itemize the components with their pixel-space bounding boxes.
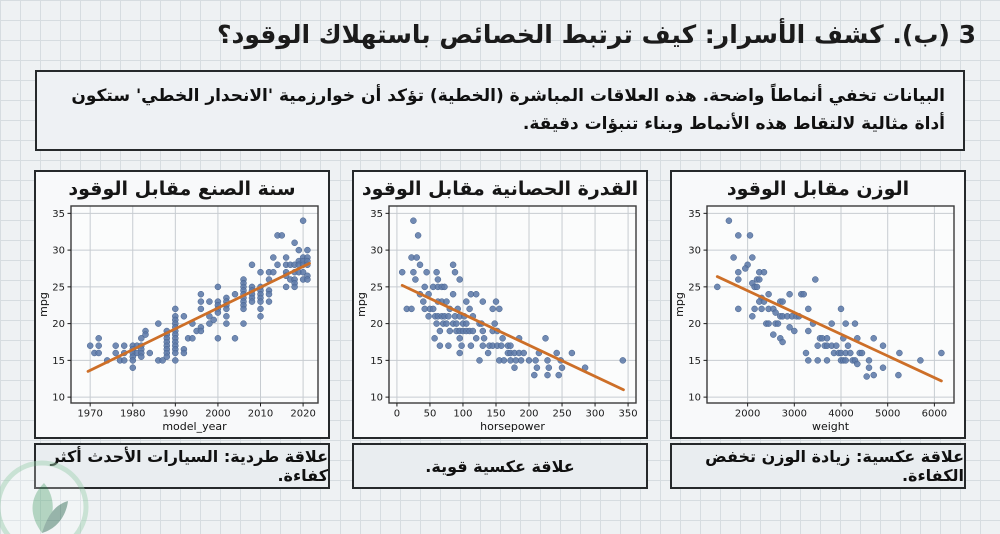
axis-ticks: 1970 1980 1990 2000 2010 2020 10 15 20 25 30 35 [52,209,316,420]
svg-text:4000: 4000 [828,409,853,420]
plot-frame [706,205,955,404]
chart-panel-weight: الوزن مقابل الوقود 2000 3000 4000 5000 6000 1… [670,170,966,490]
svg-text:1980: 1980 [120,409,145,420]
y-axis-label: mpg [356,292,368,317]
svg-text:50: 50 [424,409,437,420]
caption-model-year: علاقة طردية: السيارات الأحدث أكثر كفاءة. [34,443,330,490]
charts-row: سنة الصنع مقابل الوقود 1970 1980 1990 2000 2… [34,170,966,490]
svg-text:350: 350 [619,409,638,420]
svg-text:15: 15 [688,356,701,367]
svg-text:6000: 6000 [922,409,947,420]
page-title: 3 (ب). كشف الأسرار: كيف ترتبط الخصائص با… [217,20,976,49]
chart-title-model-year: سنة الصنع مقابل الوقود [68,178,296,201]
x-axis-label: weight [812,420,850,433]
x-axis-label: model_year [162,420,227,433]
regression-line [86,261,311,373]
svg-text:10: 10 [688,393,701,404]
caption-text-horsepower: علاقة عكسية قوية. [425,456,575,476]
plot-gridlines [707,206,954,404]
chart-title-weight: الوزن مقابل الوقود [726,178,910,201]
x-axis-label: horsepower [480,420,545,433]
svg-text:2010: 2010 [248,409,273,420]
svg-text:200: 200 [519,409,538,420]
axis-ticks: 2000 3000 4000 5000 6000 10 15 20 25 30 35 [688,209,947,420]
svg-text:15: 15 [370,356,383,367]
svg-text:2000: 2000 [205,409,230,420]
svg-text:0: 0 [394,409,400,420]
chart-title-horsepower: القدرة الحصانية مقابل الوقود [361,178,639,201]
y-axis-label: mpg [674,292,686,317]
svg-text:20: 20 [370,319,383,330]
svg-text:1970: 1970 [77,409,102,420]
scatter-plot-model-year: 1970 1980 1990 2000 2010 2020 10 15 20 25 30 35 mode… [38,205,319,433]
svg-text:35: 35 [688,209,701,220]
scatter-plot-horsepower: 0 50 100 150 200 250 300 350 10 15 20 25 30 35 horsepo… [356,205,638,433]
regression-line [400,284,625,392]
svg-text:10: 10 [370,393,383,404]
caption-text-model-year: علاقة طردية: السيارات الأحدث أكثر كفاءة. [50,447,329,486]
svg-text:2000: 2000 [735,409,760,420]
svg-text:2020: 2020 [290,409,315,420]
svg-text:25: 25 [688,282,701,293]
svg-text:5000: 5000 [875,409,900,420]
svg-text:1990: 1990 [163,409,188,420]
svg-text:150: 150 [486,409,505,420]
caption-text-weight: علاقة عكسية: زيادة الوزن تخفض الكفاءة. [705,447,964,486]
plot-frame [388,205,637,404]
slide: { "page": { "title": "3 (ب). كشف الأسرار… [0,20,1000,534]
regression-line [715,275,943,383]
caption-weight: علاقة عكسية: زيادة الوزن تخفض الكفاءة. [670,443,966,490]
intro-text: البيانات تخفي أنماطاً واضحة. هذه العلاقا… [71,86,945,134]
svg-text:10: 10 [52,393,65,404]
svg-text:35: 35 [52,209,65,220]
svg-text:25: 25 [52,282,65,293]
intro-box: البيانات تخفي أنماطاً واضحة. هذه العلاقا… [35,70,965,152]
scatter-plot-weight: 2000 3000 4000 5000 6000 10 15 20 25 30 35 weight mp… [674,205,955,433]
y-axis-label: mpg [38,292,50,317]
axis-ticks: 0 50 100 150 200 250 300 350 10 15 20 25 30 35 [370,209,637,420]
svg-text:15: 15 [52,356,65,367]
chart-panel-horsepower: القدرة الحصانية مقابل الوقود 0 50 100 150 20… [352,170,648,490]
plot-frame [70,205,319,404]
svg-text:25: 25 [370,282,383,293]
figure-horsepower: القدرة الحصانية مقابل الوقود 0 50 100 150 20… [352,170,648,440]
caption-horsepower: علاقة عكسية قوية. [352,443,648,490]
data-points [86,217,311,372]
data-points [714,217,945,380]
svg-text:100: 100 [453,409,472,420]
svg-text:250: 250 [552,409,571,420]
figure-model-year: سنة الصنع مقابل الوقود 1970 1980 1990 2000 2… [34,170,330,440]
svg-text:20: 20 [52,319,65,330]
figure-weight: الوزن مقابل الوقود 2000 3000 4000 5000 6000 1… [670,170,966,440]
svg-text:30: 30 [370,246,383,257]
svg-text:3000: 3000 [782,409,807,420]
svg-text:20: 20 [688,319,701,330]
svg-text:30: 30 [688,246,701,257]
chart-panel-model-year: سنة الصنع مقابل الوقود 1970 1980 1990 2000 2… [34,170,330,490]
svg-text:30: 30 [52,246,65,257]
svg-text:35: 35 [370,209,383,220]
data-points [398,217,627,379]
svg-text:300: 300 [586,409,605,420]
